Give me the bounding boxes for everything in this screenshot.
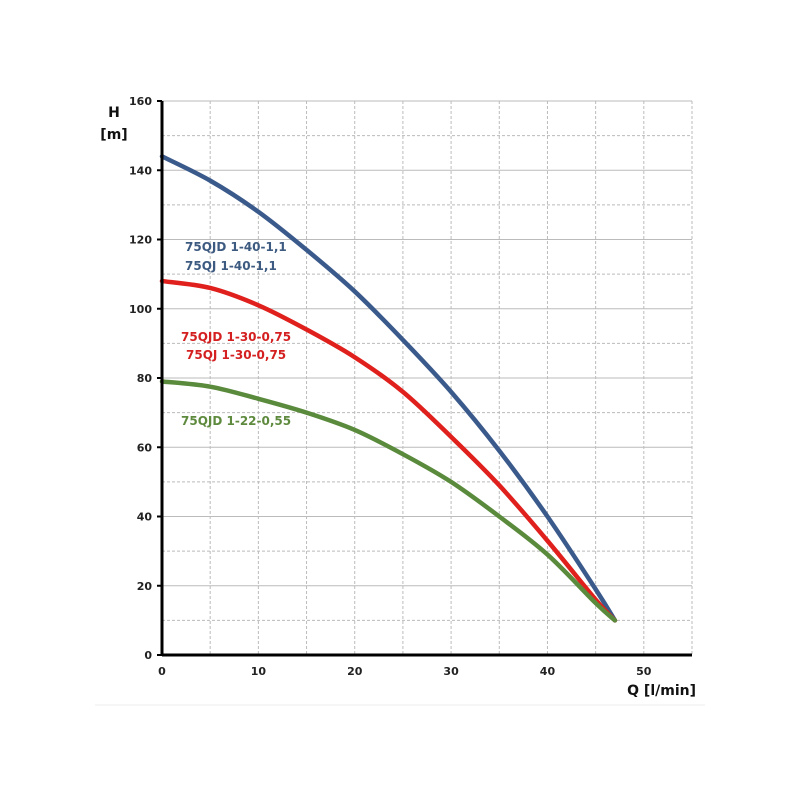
y-tick-label: 100	[129, 303, 152, 316]
x-tick-label: 30	[443, 665, 459, 678]
series-label-blue-1: 75QJD 1-40-1,1	[185, 240, 287, 254]
grid	[162, 100, 693, 655]
series-label-red-2: 75QJ 1-30-0,75	[186, 348, 286, 362]
x-tick-label: 40	[540, 665, 556, 678]
x-tick-label: 50	[636, 665, 652, 678]
y-tick-label: 60	[137, 441, 153, 454]
series-label-blue-2: 75QJ 1-40-1,1	[185, 259, 277, 273]
y-axis-label-unit: [m]	[100, 127, 127, 143]
ticks: 0 20 40 60 80 100 120 140 160 0 10 20 30 40 50	[129, 95, 652, 678]
x-axis-label: Q [l/min]	[627, 683, 696, 699]
x-tick-label: 10	[251, 665, 267, 678]
curves	[159, 154, 618, 623]
y-tick-label: 40	[137, 511, 153, 524]
y-tick-label: 80	[137, 372, 153, 385]
series-label-green: 75QJD 1-22-0,55	[181, 414, 291, 428]
series-curve-2	[159, 379, 618, 623]
x-tick-label: 0	[158, 665, 166, 678]
series-curve-0	[159, 154, 618, 623]
x-tick-label: 20	[347, 665, 363, 678]
y-tick-label: 20	[137, 580, 153, 593]
y-tick-label: 160	[129, 95, 152, 108]
y-tick-label: 140	[129, 164, 152, 177]
series-label-red-1: 75QJD 1-30-0,75	[181, 330, 291, 344]
y-axis-label-h: H	[108, 105, 120, 121]
y-tick-label: 120	[129, 234, 152, 247]
series-curve-1	[159, 278, 618, 623]
y-tick-label: 0	[144, 649, 152, 662]
